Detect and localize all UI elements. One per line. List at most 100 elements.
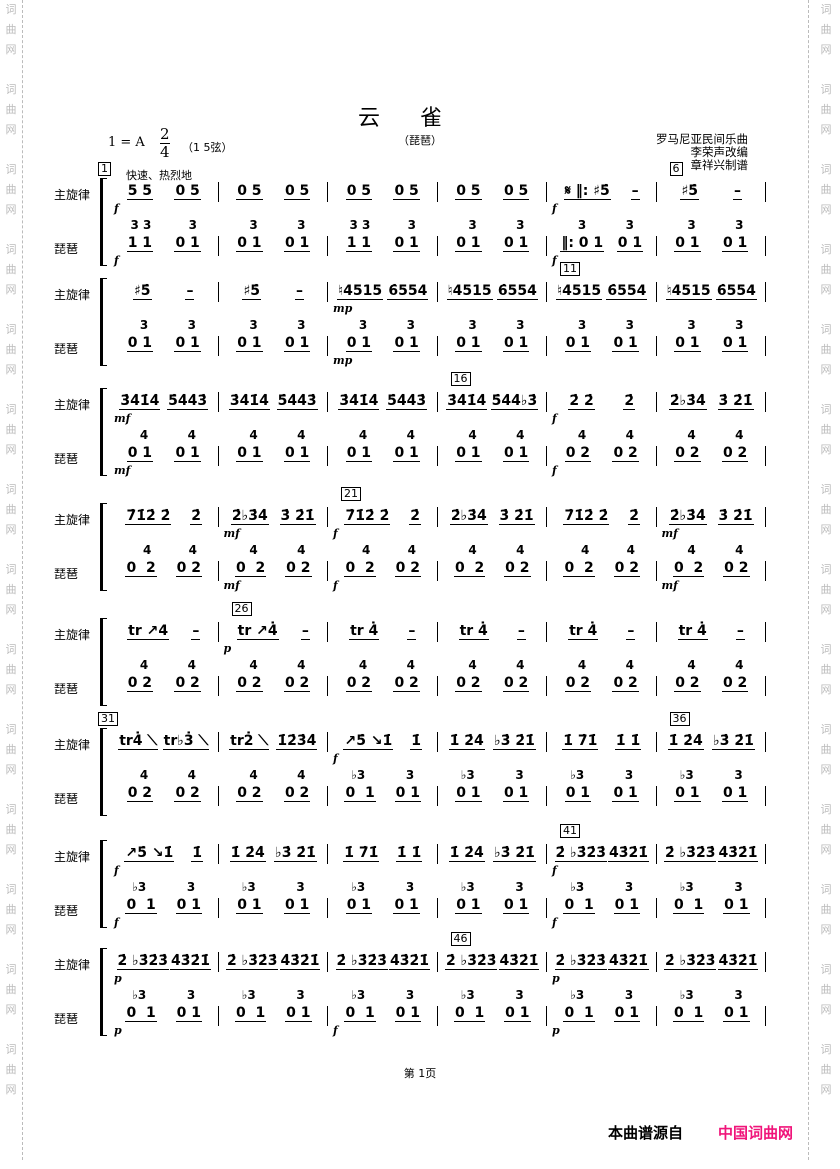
note-group: tr♭3̇ ⟍ xyxy=(162,733,210,750)
measure: 2̇♭3̇4̇ 3̇ 2̇1̇ 4 4 0 2 0 2 mf mf xyxy=(656,503,766,592)
measure: 16 3̇4̇1̇4̇ 5̇4̇4̇♭3̇ 4 4 0 1 0 1 xyxy=(437,372,547,474)
pipa-notes: 0 2 0 2 xyxy=(226,676,322,692)
measure: ♮4515 6̇554 3 3 0 1 0 1 mp mp xyxy=(327,278,438,367)
note-group: 3 xyxy=(616,880,634,894)
note-group: 5 5 xyxy=(126,183,154,200)
barline xyxy=(217,561,219,581)
watermark-char: 网 xyxy=(820,363,832,376)
watermark-char: 词 xyxy=(5,1043,17,1056)
rehearsal-number: 21 xyxy=(341,487,361,501)
measure: 21 7̇1̇2̇ 2̇ 2̇ 4 4 0 2 0 2 f f xyxy=(327,487,438,592)
note-group: 5̇4̇4̇♭3̇ xyxy=(490,393,539,410)
note-group: 0 1 xyxy=(563,897,595,914)
pipa-upper-notes: 4 4 xyxy=(554,428,650,443)
barline xyxy=(327,786,328,806)
note-group: 3 xyxy=(616,988,634,1002)
watermark-char: 词 xyxy=(820,1043,832,1056)
note-group: ♮4515 xyxy=(556,283,603,300)
pipa-notes: 0 1 0 1 xyxy=(335,898,431,914)
watermark-char: 曲 xyxy=(820,103,832,116)
barline xyxy=(217,236,219,256)
note-group: 4 xyxy=(241,658,258,672)
barline xyxy=(546,507,547,527)
measure: ♮4515 6̇554 3 3 0 1 0 1 xyxy=(656,278,766,364)
barline xyxy=(217,182,219,202)
note-group: ♭3 xyxy=(570,988,585,1002)
rehearsal-number: 41 xyxy=(560,824,580,838)
note-group: 4 xyxy=(179,428,196,442)
note-group: ♭3 xyxy=(241,880,256,894)
measure: 2̇♭3̇4̇ 3̇ 2̇1̇ 4 4 0 2 0 2 xyxy=(437,503,547,589)
note-group: 3 xyxy=(288,218,306,232)
barline xyxy=(655,561,657,581)
watermark-char: 曲 xyxy=(5,823,17,836)
note-group: tr 4̇ xyxy=(458,623,489,640)
note-group: ♭3 xyxy=(460,768,475,782)
note-group: 3 xyxy=(726,318,744,332)
measure: 3̇4̇1̇4̇ 5̇4̇4̇3̇ 4 4 0 1 0 1 mf mf xyxy=(108,388,219,477)
note-group: ↗5̇ ↘1̇ xyxy=(124,845,175,862)
note-group: – xyxy=(732,183,742,200)
note-group: ♭3 xyxy=(132,880,147,894)
system-bracket xyxy=(100,618,107,706)
note-group: 0 2 xyxy=(502,675,530,692)
note-group: 2̇♭3̇4̇ xyxy=(230,508,269,525)
pipa-notes: 0 2 0 2 xyxy=(664,446,760,462)
note-group: 3 xyxy=(617,218,634,232)
watermark-char: 词 xyxy=(820,163,832,176)
note-group: 0 2 xyxy=(126,785,154,802)
measure: tr 4̇ – 4 4 0 2 0 2 xyxy=(437,618,547,704)
dynamic-marking: f xyxy=(114,202,119,215)
label-pipa: 琵琶 xyxy=(54,682,79,696)
note-group: 4 xyxy=(569,658,587,672)
note-group: ♯5̇ xyxy=(242,283,261,300)
note-group: 4̇3̇2̇1̇ xyxy=(717,845,759,862)
barline xyxy=(327,507,328,527)
source-site-link[interactable]: 中国词曲网 xyxy=(718,1124,794,1142)
barline xyxy=(765,336,766,356)
note-group: 0 5 xyxy=(393,183,420,200)
note-group: 4 xyxy=(398,658,415,672)
pipa-upper-notes: 4 4 xyxy=(226,658,322,673)
barline xyxy=(217,446,219,466)
measure: 2̇ ♭3̇2̇3̇ 4̇3̇2̇1̇ ♭3 3 0 1 0 1 xyxy=(656,840,766,926)
note-group: 4 xyxy=(398,428,415,442)
label-melody: 主旋律 xyxy=(54,628,91,642)
pipa-notes: 0 1 0 1 xyxy=(335,786,431,802)
pipa-upper-notes: ♭3 3 xyxy=(445,768,541,783)
pipa-upper-notes: 4 4 xyxy=(664,658,760,673)
note-group: 0 1 xyxy=(236,235,263,252)
watermark-char: 词 xyxy=(5,3,17,16)
watermark-char: 网 xyxy=(820,1003,832,1016)
note-group: 0 1 xyxy=(502,785,530,802)
watermark-char: 词 xyxy=(5,723,17,736)
barline xyxy=(546,1006,547,1026)
note-group: 4 xyxy=(288,428,306,442)
melody-notes: ↗5̇ ↘1̇ 1̇ xyxy=(116,846,212,862)
pipa-notes: 0 1 0 1 xyxy=(116,446,212,462)
pipa-upper-notes: 3 3 3 xyxy=(116,218,212,233)
label-melody: 主旋律 xyxy=(54,958,91,972)
pipa-upper-notes: ♭3 3 xyxy=(554,880,650,895)
pipa-notes: 0 1 0 1 xyxy=(335,446,431,462)
barline xyxy=(765,676,766,696)
note-group: 0 1 xyxy=(502,445,530,462)
barline xyxy=(217,336,219,356)
note-group: 3̇4̇1̇4̇ xyxy=(228,393,270,410)
pipa-notes: 0 1 0 1 xyxy=(664,786,760,802)
pipa-notes: 1 1 0 1 xyxy=(335,236,431,252)
measure: tr 4̇ – 4 4 0 2 0 2 xyxy=(327,618,438,704)
barline xyxy=(655,952,657,972)
pipa-notes: ‖: 0 1 0 1 xyxy=(554,236,650,252)
barline xyxy=(655,786,657,806)
note-group: 4 xyxy=(288,543,306,557)
note-group: 6̇554 xyxy=(387,283,429,300)
note-group: 0 1 xyxy=(236,445,263,462)
rehearsal-number: 11 xyxy=(560,262,580,276)
note-group: ‖: 0 1 xyxy=(560,235,605,252)
melody-notes: tr 4̇ – xyxy=(664,624,760,640)
note-group: 0 1 xyxy=(502,235,530,252)
note-group: ♮4515 xyxy=(446,283,493,300)
barline xyxy=(436,507,438,527)
